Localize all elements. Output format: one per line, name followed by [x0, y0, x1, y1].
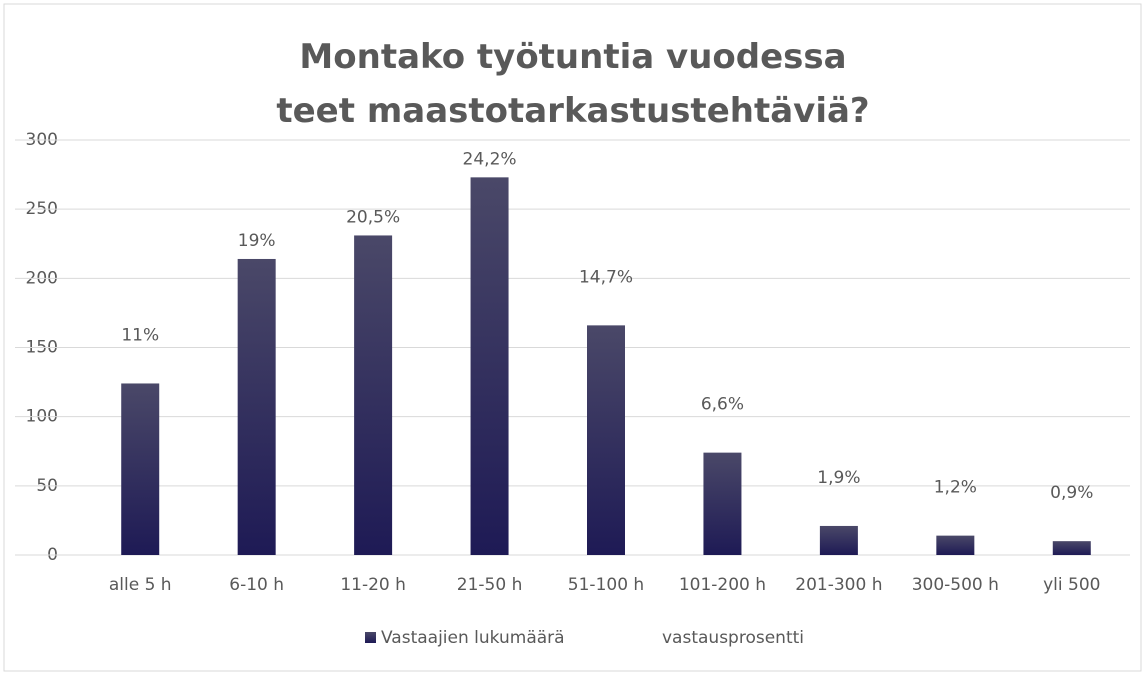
bar — [354, 235, 393, 555]
legend-label: vastausprosentti — [662, 628, 804, 648]
x-tick-label: 11-20 h — [340, 575, 406, 595]
legend-label: Vastaajien lukumäärä — [381, 628, 565, 648]
data-label: 19% — [238, 231, 276, 251]
data-label: 11% — [121, 325, 159, 345]
bar — [237, 258, 276, 555]
data-label: 20,5% — [346, 207, 400, 227]
data-label: 0,9% — [1050, 483, 1093, 503]
data-label: 1,9% — [817, 468, 860, 488]
chart-border — [3, 3, 1142, 672]
bar — [819, 525, 858, 555]
x-tick-label: alle 5 h — [109, 575, 172, 595]
bar — [1052, 541, 1091, 555]
bar — [121, 383, 160, 555]
chart-title: Montako työtuntia vuodessa teet maastota… — [276, 37, 870, 131]
data-label: 6,6% — [701, 395, 744, 415]
legend-swatch — [365, 632, 376, 643]
x-tick-label: 300-500 h — [912, 575, 999, 595]
bar — [470, 177, 509, 555]
x-tick-label: 201-300 h — [795, 575, 882, 595]
x-tick-label: 6-10 h — [229, 575, 284, 595]
data-label: 14,7% — [579, 267, 633, 287]
bar — [587, 325, 625, 555]
x-tick-label: yli 500 — [1043, 575, 1100, 595]
data-label: 24,2% — [463, 149, 517, 169]
data-label: 1,2% — [934, 478, 977, 498]
bar — [703, 452, 742, 555]
x-tick-label: 51-100 h — [568, 575, 644, 595]
x-tick-label: 21-50 h — [457, 575, 523, 595]
x-tick-label: 101-200 h — [679, 575, 766, 595]
bar — [936, 535, 975, 555]
